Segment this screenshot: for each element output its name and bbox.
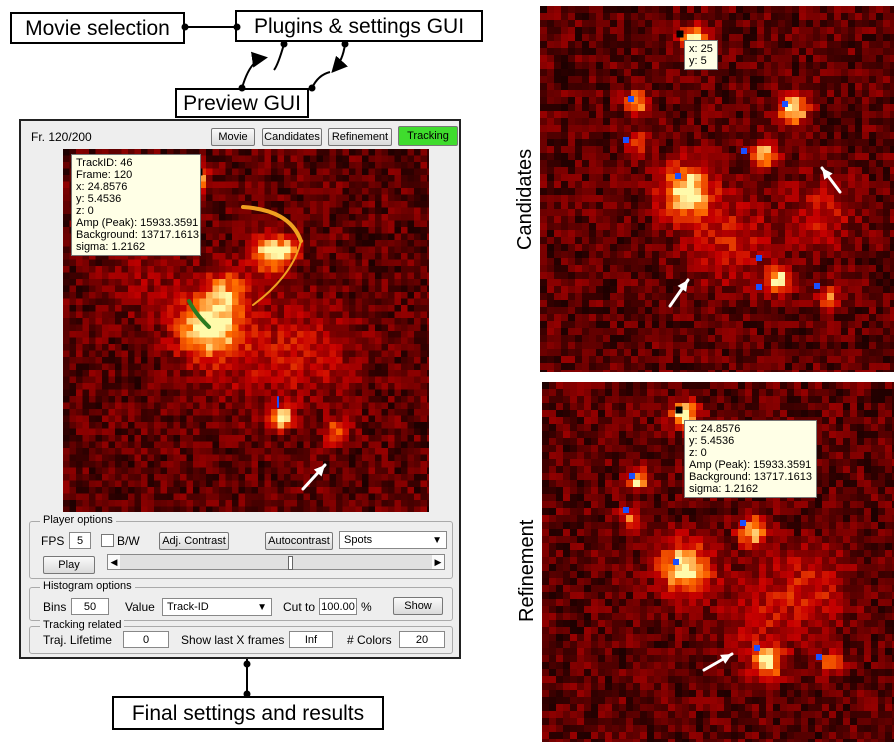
tooltip-line: Background: 13717.1613 <box>76 229 199 241</box>
tooltip-line: Amp (Peak): 15933.3591 <box>689 459 812 471</box>
plugins-settings-gui-box: Plugins & settings GUI <box>235 10 483 42</box>
tooltip-line: y: 5 <box>689 55 707 67</box>
cut-to-input[interactable]: 100.00 <box>319 598 357 615</box>
value-label: Value <box>125 600 155 614</box>
bins-label: Bins <box>43 600 67 614</box>
traj-lifetime-label: Traj. Lifetime <box>43 633 112 647</box>
connector-line <box>311 71 331 89</box>
fps-input[interactable]: 5 <box>69 532 91 549</box>
bw-checkbox[interactable] <box>101 534 114 547</box>
tooltip-line: y: 5.4536 <box>689 435 735 447</box>
tab-movie[interactable]: Movie <box>211 128 255 146</box>
tooltip-line: sigma: 1.2162 <box>76 241 146 253</box>
movie-selection-box: Movie selection <box>10 12 185 44</box>
fps-label: FPS <box>41 534 65 548</box>
value-select-value: Track-ID <box>167 601 209 613</box>
connector-dot <box>243 660 251 668</box>
show-histogram-button[interactable]: Show <box>393 597 443 615</box>
histogram-options-group: Histogram options <box>29 580 453 621</box>
tab-candidates[interactable]: Candidates <box>262 128 322 146</box>
traj-lifetime-input[interactable]: 0 <box>123 631 169 648</box>
play-button[interactable]: Play <box>43 556 95 574</box>
adj-contrast-button[interactable]: Adj. Contrast <box>159 532 229 550</box>
player-options-title: Player options <box>40 514 116 526</box>
tooltip-line: x: 25 <box>689 43 713 55</box>
candidates-image <box>540 6 894 372</box>
colors-label: # Colors <box>347 633 392 647</box>
arrow-plugins-to-preview <box>331 43 348 73</box>
tracking-related-group: Tracking related <box>29 619 453 654</box>
dropdown-arrow-icon: ▼ <box>257 602 267 613</box>
tooltip-line: sigma: 1.2162 <box>689 483 759 495</box>
refinement-side-label: Refinement <box>516 519 538 622</box>
slider-left-arrow-icon[interactable]: ◀ <box>108 555 120 569</box>
autocontrast-button[interactable]: Autocontrast <box>265 532 333 550</box>
track-tooltip: TrackID: 46 Frame: 120 x: 24.8576 y: 5.4… <box>71 154 201 256</box>
show-last-frames-label: Show last X frames <box>181 633 285 647</box>
value-select[interactable]: Track-ID ▼ <box>162 598 272 616</box>
candidates-tooltip: x: 25 y: 5 <box>684 40 718 70</box>
connector-dot <box>308 84 316 92</box>
tab-refinement[interactable]: Refinement <box>328 128 392 146</box>
frame-slider[interactable]: ◀ ▶ <box>107 554 445 570</box>
slider-thumb[interactable] <box>288 556 294 570</box>
preview-gui-box: Preview GUI <box>175 88 309 118</box>
refinement-tooltip: x: 24.8576 y: 5.4536 z: 0 Amp (Peak): 15… <box>684 420 817 498</box>
frame-counter: Fr. 120/200 <box>31 130 92 144</box>
tracking-related-title: Tracking related <box>40 619 125 631</box>
tab-tracking[interactable]: Tracking <box>398 126 458 146</box>
show-last-frames-input[interactable]: Inf <box>289 631 333 648</box>
candidates-side-label: Candidates <box>514 148 536 250</box>
tooltip-line: z: 0 <box>76 205 94 217</box>
connector-line <box>273 43 285 71</box>
dropdown-arrow-icon: ▼ <box>432 535 442 546</box>
bins-input[interactable]: 50 <box>71 598 109 615</box>
slider-right-arrow-icon[interactable]: ▶ <box>432 555 444 569</box>
tooltip-line: y: 5.4536 <box>76 193 122 205</box>
tooltip-line: TrackID: 46 <box>76 157 133 169</box>
display-mode-select[interactable]: Spots ▼ <box>339 531 447 549</box>
tooltip-line: x: 24.8576 <box>689 423 741 435</box>
tooltip-line: z: 0 <box>689 447 707 459</box>
tooltip-line: Amp (Peak): 15933.3591 <box>76 217 199 229</box>
tooltip-line: x: 24.8576 <box>76 181 128 193</box>
histogram-options-title: Histogram options <box>40 580 135 592</box>
tooltip-line: Background: 13717.1613 <box>689 471 812 483</box>
tooltip-line: Frame: 120 <box>76 169 133 181</box>
percent-label: % <box>361 600 372 614</box>
final-settings-box: Final settings and results <box>112 696 384 730</box>
colors-input[interactable]: 20 <box>399 631 445 648</box>
cut-to-label: Cut to <box>283 600 316 614</box>
bw-label: B/W <box>117 534 140 548</box>
player-options-group: Player options <box>29 514 453 579</box>
arrow-preview-to-plugins <box>241 51 268 89</box>
preview-gui-window: Fr. 120/200 Movie Candidates Refinement … <box>19 119 461 659</box>
display-mode-value: Spots <box>344 534 373 546</box>
